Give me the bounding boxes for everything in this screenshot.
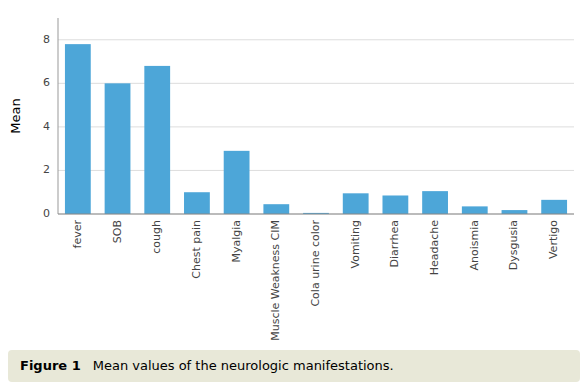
x-tick-label: Diarrhea xyxy=(388,220,401,267)
grid-line xyxy=(58,126,574,127)
y-tick-label: 8 xyxy=(43,33,50,46)
x-tick-label: Headache xyxy=(428,220,441,276)
y-tick-label: 6 xyxy=(43,76,50,89)
x-tick-label: Cola urine color xyxy=(309,220,322,307)
x-tick-label: Chest pain xyxy=(190,220,203,279)
y-tick-label: 2 xyxy=(43,163,50,176)
x-tick-label: cough xyxy=(150,220,163,254)
y-axis-label: Mean xyxy=(8,98,23,133)
x-tick-labels: fever SOB cough Chest pain Myalgia Muscle Wea… xyxy=(71,220,560,341)
bar xyxy=(184,192,210,214)
x-tick-label: Vertigo xyxy=(547,220,560,259)
y-tick-label: 4 xyxy=(43,120,50,133)
grid-line xyxy=(58,39,574,40)
bar xyxy=(541,200,567,214)
bar xyxy=(382,195,408,214)
x-tick-label: fever xyxy=(71,220,84,249)
bar xyxy=(462,206,488,214)
x-tick-label: Muscle Weakness CIM xyxy=(269,220,282,341)
y-grid xyxy=(58,40,574,214)
bar xyxy=(343,193,369,214)
caption-text: Mean values of the neurologic manifestat… xyxy=(93,358,394,373)
caption-background xyxy=(8,350,580,382)
y-axis-line xyxy=(58,18,59,214)
grid-line xyxy=(58,170,574,171)
x-tick-label: Anoismia xyxy=(468,220,481,271)
bar xyxy=(263,204,289,214)
grid-line xyxy=(58,83,574,84)
bar xyxy=(105,83,131,214)
x-tick-label: Myalgia xyxy=(230,220,243,263)
caption: Figure 1 Mean values of the neurologic ma… xyxy=(8,350,580,382)
chart-svg: Figure 1 Mean values of the neurologic ma… xyxy=(0,0,588,390)
caption-label: Figure 1 xyxy=(20,358,81,373)
bar xyxy=(502,210,528,214)
x-tick-label: Vomiting xyxy=(349,220,362,269)
x-tick-label: Dysgusia xyxy=(507,220,520,270)
y-tick-label: 0 xyxy=(43,207,50,220)
bar xyxy=(144,66,170,214)
x-axis-line xyxy=(58,214,574,215)
bar xyxy=(65,44,91,214)
grid-line xyxy=(58,214,574,215)
x-tick-label: SOB xyxy=(111,220,124,243)
y-tick-labels: 0 2 4 6 8 xyxy=(43,33,50,220)
bar xyxy=(422,191,448,214)
bars xyxy=(65,44,567,214)
bar xyxy=(224,151,250,214)
chart-container: Figure 1 Mean values of the neurologic ma… xyxy=(0,0,588,390)
